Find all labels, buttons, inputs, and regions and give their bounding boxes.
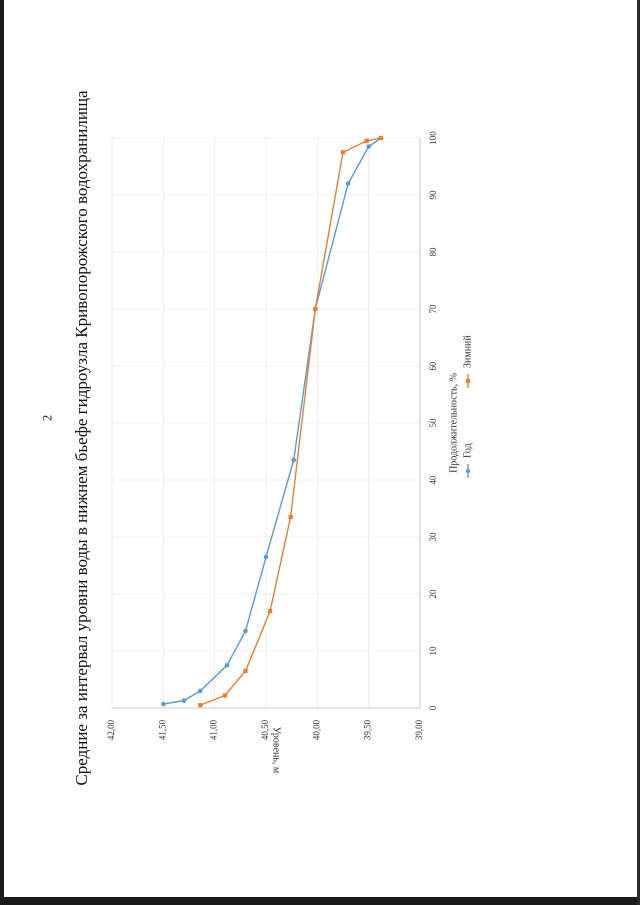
data-point xyxy=(288,514,293,520)
x-tick-label: 80 xyxy=(428,247,438,257)
x-axis-title: Продолжительность, % xyxy=(448,373,459,473)
data-point xyxy=(243,628,248,634)
scan-edge-left xyxy=(0,0,4,905)
x-tick-label: 20 xyxy=(428,589,438,599)
data-point xyxy=(291,457,297,463)
x-tick-label: 70 xyxy=(428,304,438,314)
series-line xyxy=(163,137,382,705)
x-tick-label: 100 xyxy=(428,131,438,145)
legend-label: Год xyxy=(462,443,473,458)
chart-legend: Год Зимний xyxy=(462,335,473,478)
chart-axes xyxy=(112,138,421,709)
y-tick-label: 41,50 xyxy=(157,719,167,740)
data-point xyxy=(198,703,203,708)
data-point xyxy=(366,144,371,149)
x-tick-label: 40 xyxy=(428,475,438,485)
y-tick-label: 39,50 xyxy=(363,719,373,740)
data-point xyxy=(268,609,273,614)
y-tick-label: 40,00 xyxy=(311,719,321,740)
series-line xyxy=(200,137,382,706)
x-tick-label: 60 xyxy=(428,361,438,371)
data-point xyxy=(181,698,187,703)
data-point xyxy=(313,306,318,312)
data-point xyxy=(222,693,228,698)
x-tick-label: 90 xyxy=(428,190,438,200)
data-point xyxy=(340,150,346,155)
data-point xyxy=(263,554,269,560)
legend-swatch-marker xyxy=(465,468,471,474)
y-axis-title: Уровень, м xyxy=(271,727,282,774)
data-point xyxy=(345,181,351,186)
data-point xyxy=(197,688,203,694)
chart-series xyxy=(161,135,384,708)
scan-edge-bottom xyxy=(0,897,640,905)
y-tick-label: 39,00 xyxy=(414,719,424,740)
data-point xyxy=(378,135,384,141)
x-tick-label: 50 xyxy=(428,418,438,428)
y-tick-label: 41,00 xyxy=(209,719,219,740)
y-tick-label: 40,50 xyxy=(260,719,270,740)
series-god xyxy=(161,135,384,707)
data-point xyxy=(161,701,166,707)
x-tick-label: 10 xyxy=(428,646,438,656)
y-tick-label: 42,00 xyxy=(106,719,116,740)
data-point xyxy=(224,662,230,668)
legend-swatch-marker xyxy=(466,379,470,383)
legend-label: Зимний xyxy=(462,335,473,368)
data-point xyxy=(243,668,248,674)
chart-tick-labels: 0 10 20 30 40 50 60 70 80 90 100 39,00 39,50 40,00 40,… xyxy=(106,131,438,740)
x-tick-label: 0 xyxy=(428,705,438,710)
data-point xyxy=(364,138,369,143)
series-zimniy xyxy=(198,135,384,708)
scan-edge-right xyxy=(637,0,640,905)
x-tick-label: 30 xyxy=(428,532,438,542)
